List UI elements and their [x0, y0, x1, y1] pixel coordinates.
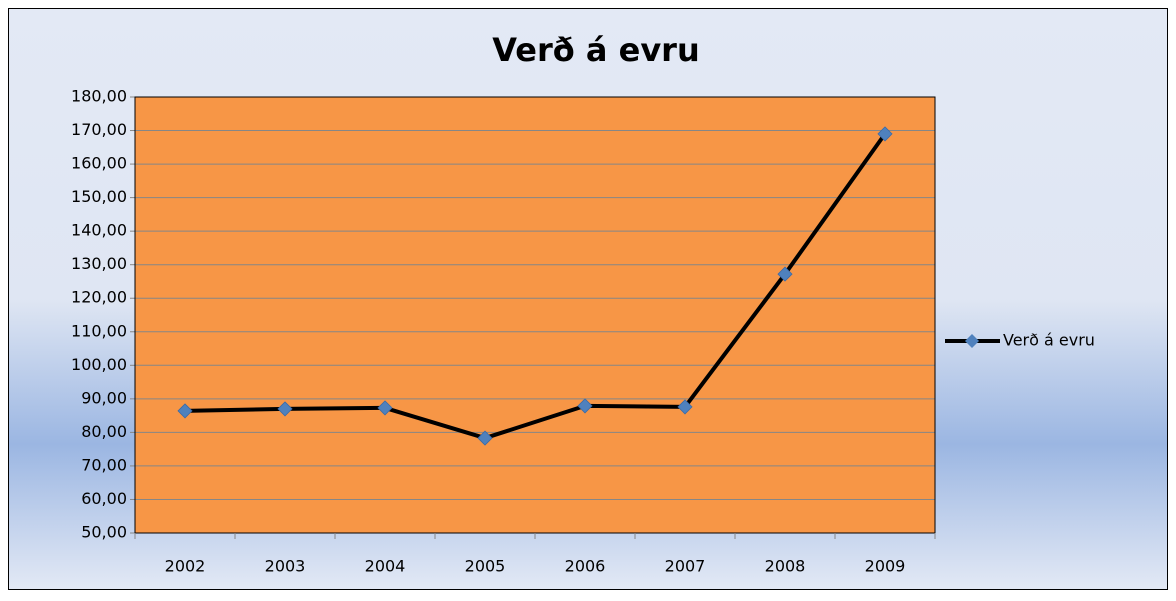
x-tick-label: 2009	[865, 557, 906, 576]
marker	[677, 399, 693, 415]
x-tick-label: 2008	[765, 557, 806, 576]
x-tick-label: 2003	[265, 557, 306, 576]
y-tick-label: 60,00	[81, 489, 127, 508]
y-tick-label: 50,00	[81, 523, 127, 542]
legend-marker	[965, 334, 979, 348]
x-tick-label: 2002	[165, 557, 206, 576]
y-tick-label: 170,00	[71, 120, 127, 139]
y-tick-label: 160,00	[71, 154, 127, 173]
marker	[477, 430, 493, 446]
y-tick-label: 110,00	[71, 321, 127, 340]
x-tick-label: 2007	[665, 557, 706, 576]
marker	[177, 403, 193, 419]
marker	[377, 400, 393, 416]
series-line	[184, 132, 887, 441]
marker	[577, 398, 593, 414]
x-tick-label: 2006	[565, 557, 606, 576]
y-tick-label: 100,00	[71, 355, 127, 374]
x-tick-label: 2004	[365, 557, 406, 576]
x-tick-label: 2005	[465, 557, 506, 576]
y-tick-label: 90,00	[81, 388, 127, 407]
y-tick-label: 150,00	[71, 187, 127, 206]
marker	[277, 401, 293, 417]
chart-title: Verð á evru	[492, 31, 699, 69]
y-tick-label: 140,00	[71, 221, 127, 240]
y-tick-label: 70,00	[81, 455, 127, 474]
y-tick-label: 120,00	[71, 288, 127, 307]
marker	[777, 266, 793, 282]
marker	[877, 126, 893, 142]
legend-label: Verð á evru	[1003, 331, 1095, 350]
plot-area	[135, 97, 935, 533]
y-tick-label: 80,00	[81, 422, 127, 441]
y-tick-label: 130,00	[71, 254, 127, 273]
y-tick-label: 180,00	[71, 87, 127, 106]
